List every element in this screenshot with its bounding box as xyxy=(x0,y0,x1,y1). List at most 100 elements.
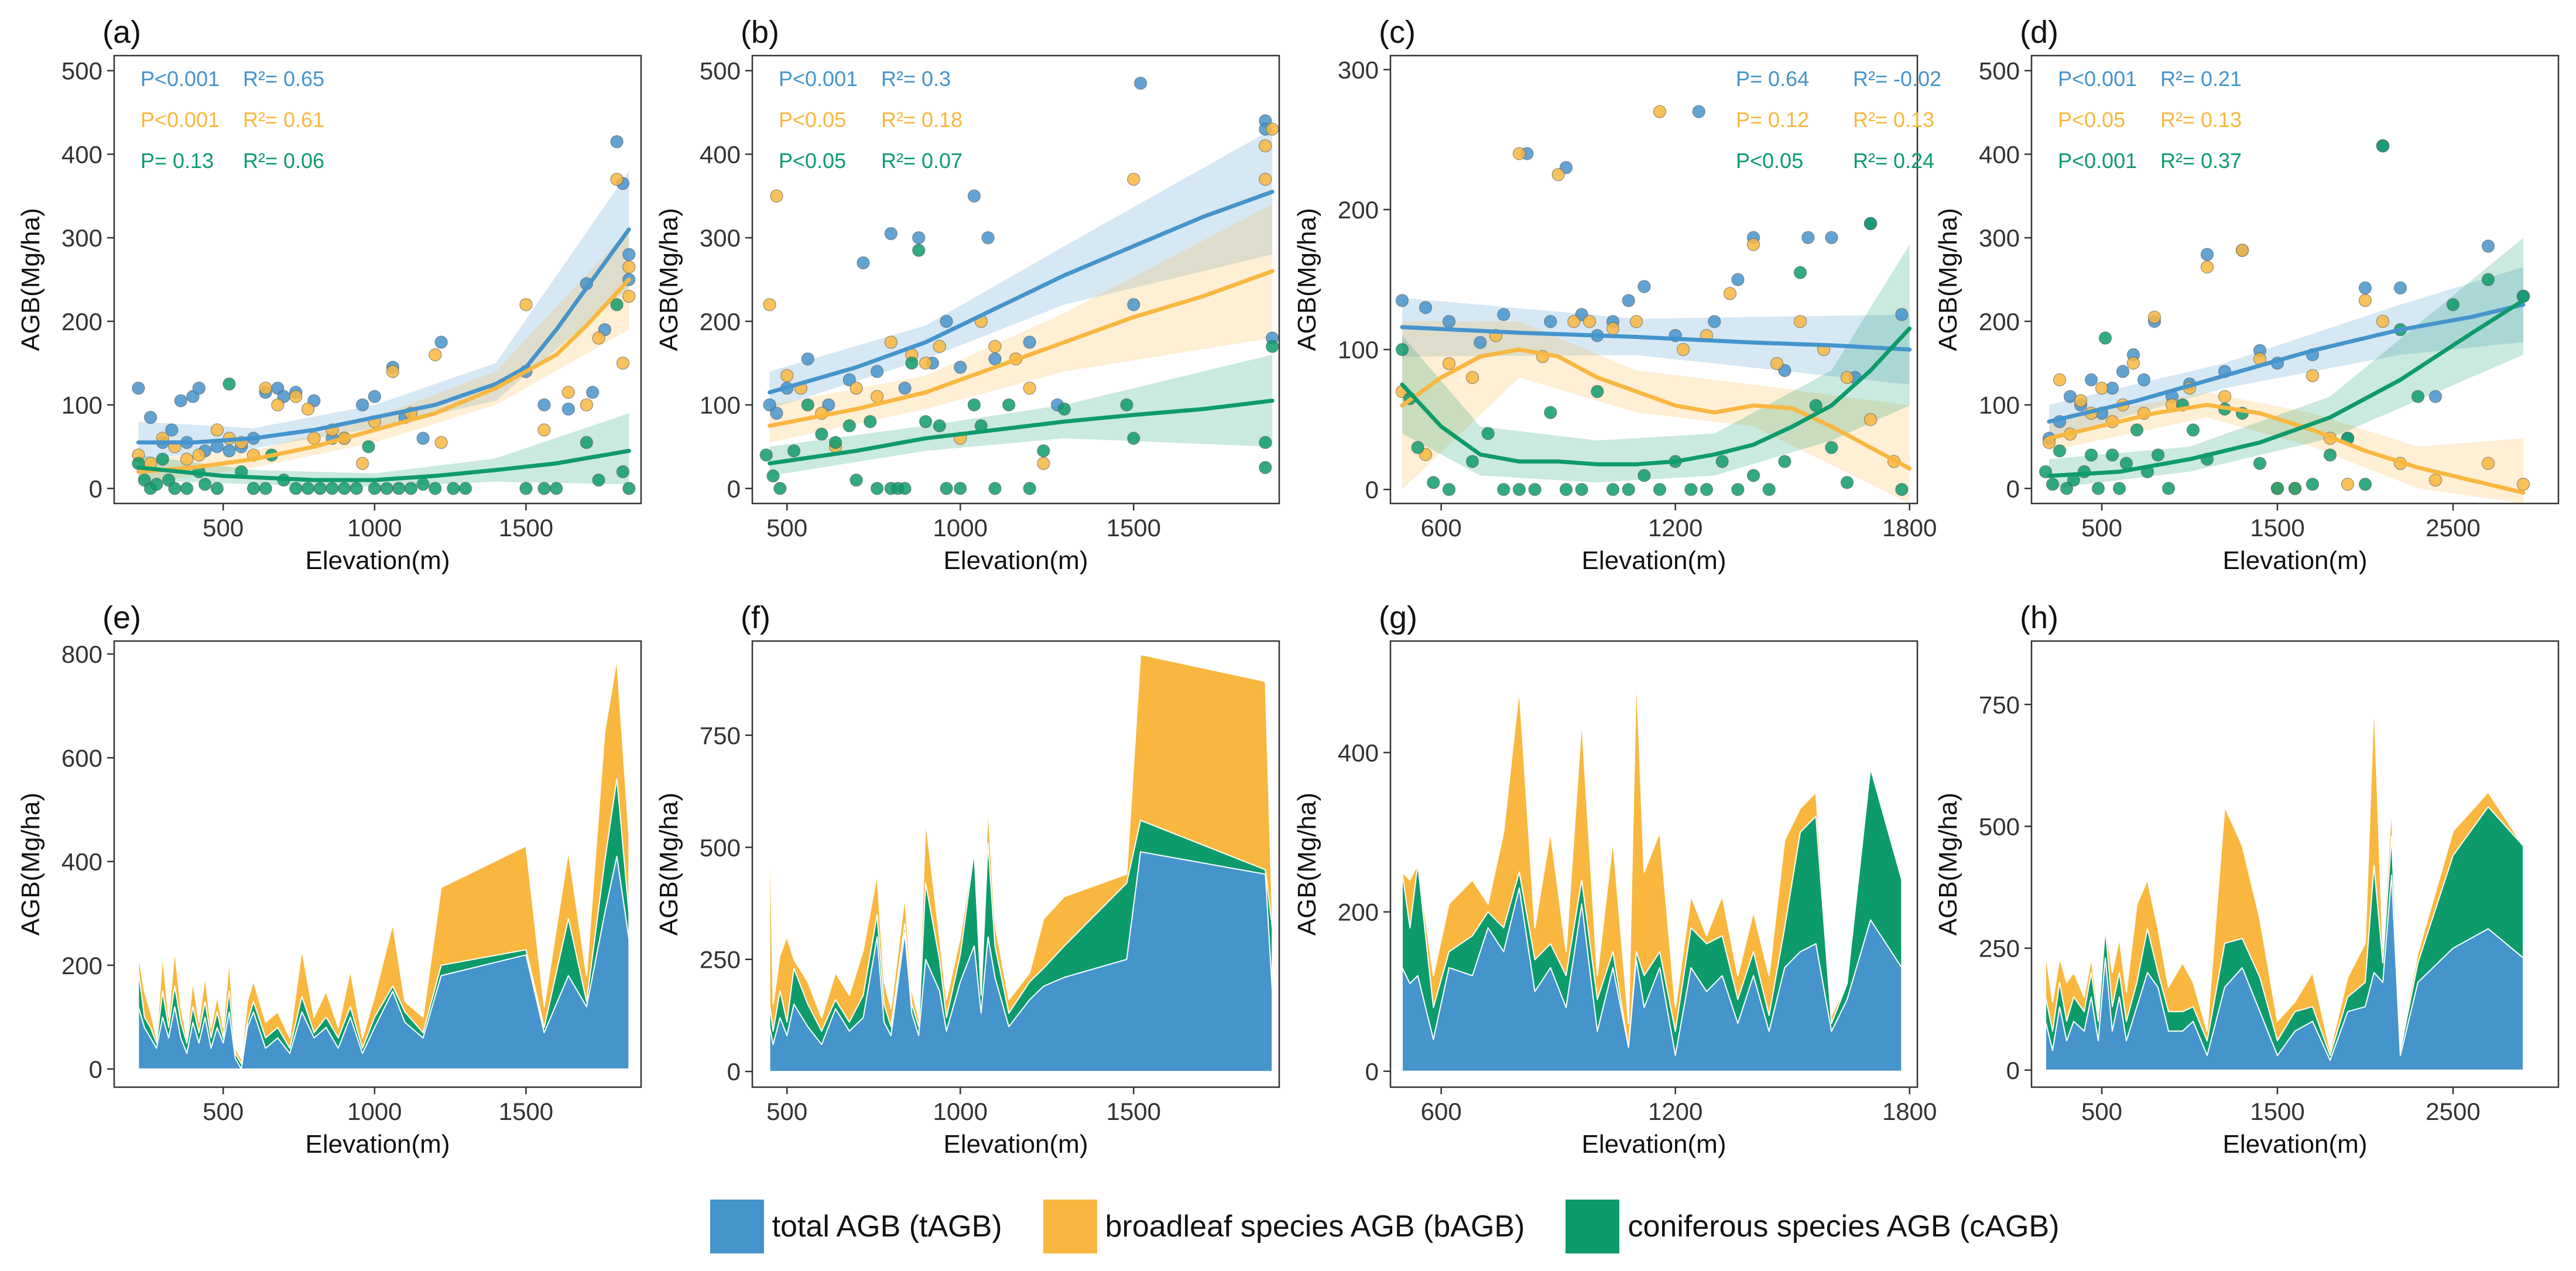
point-broadleaf-17 xyxy=(1770,357,1784,371)
point-total-23 xyxy=(1895,308,1909,321)
stat-r2-coniferous: R²= 0.37 xyxy=(2160,149,2242,173)
point-coniferous-8 xyxy=(1512,482,1526,496)
point-broadleaf-20 xyxy=(1840,371,1854,385)
point-broadleaf-16 xyxy=(1746,238,1760,251)
fit-line-broadleaf xyxy=(768,269,1275,428)
point-coniferous-28 xyxy=(2376,139,2390,153)
x-axis-label: Elevation(m) xyxy=(1582,1130,1727,1159)
panel-d: 500 1500 2500 0 100 200 300 400 500 Elevation(m) A… xyxy=(1934,15,2560,575)
point-coniferous-1 xyxy=(766,469,780,483)
point-coniferous-11 xyxy=(1559,482,1573,496)
panel-label: (h) xyxy=(2020,600,2058,635)
point-coniferous-7 xyxy=(180,482,194,495)
point-coniferous-1 xyxy=(2046,477,2060,491)
point-total-6 xyxy=(1544,314,1557,328)
area-coniferous xyxy=(2045,806,2524,1071)
x-axis-label: Elevation(m) xyxy=(2223,546,2368,575)
y-tick-label: 400 xyxy=(61,848,102,876)
point-broadleaf-13 xyxy=(301,402,315,416)
y-tick-label: 250 xyxy=(700,946,741,974)
fit-line-broadleaf xyxy=(1400,347,1912,471)
point-coniferous-32 xyxy=(519,482,533,495)
point-total-1 xyxy=(1419,301,1433,314)
stat-r2-coniferous: R²= 0.07 xyxy=(881,149,962,173)
point-coniferous-12 xyxy=(2130,423,2144,437)
point-broadleaf-1 xyxy=(770,189,783,203)
point-total-21 xyxy=(368,390,382,403)
y-tick-label: 0 xyxy=(2006,1057,2020,1084)
point-broadleaf-10 xyxy=(259,381,272,395)
area-total xyxy=(1402,887,1903,1072)
point-coniferous-33 xyxy=(537,482,551,495)
point-broadleaf-28 xyxy=(610,172,624,186)
point-coniferous-2 xyxy=(773,482,787,495)
stat-p-total: P<0.001 xyxy=(141,67,220,91)
band-coniferous xyxy=(1402,244,1910,483)
point-total-4 xyxy=(174,394,188,407)
point-broadleaf-11 xyxy=(1629,314,1643,328)
point-coniferous-31 xyxy=(458,482,472,495)
point-coniferous-20 xyxy=(1700,482,1714,496)
point-total-16 xyxy=(1731,273,1745,286)
point-broadleaf-23 xyxy=(519,298,533,311)
point-coniferous-26 xyxy=(392,482,406,495)
point-broadleaf-10 xyxy=(1606,321,1620,335)
area-total xyxy=(138,855,630,1070)
point-broadleaf-27 xyxy=(592,331,605,345)
y-tick-label: 750 xyxy=(700,722,741,749)
x-tick-label: 1500 xyxy=(499,1098,553,1125)
point-coniferous-6 xyxy=(828,436,842,450)
point-coniferous-6 xyxy=(2084,448,2098,462)
point-coniferous-21 xyxy=(1715,455,1729,468)
point-coniferous-34 xyxy=(549,482,563,495)
y-tick-label: 300 xyxy=(61,224,102,252)
point-total-3 xyxy=(801,352,814,366)
y-axis-label: AGB(Mg/ha) xyxy=(655,208,683,351)
y-tick-label: 100 xyxy=(61,392,102,419)
plot-area xyxy=(138,659,630,1070)
y-axis-label: AGB(Mg/ha) xyxy=(16,208,45,351)
fit-line-total xyxy=(768,190,1275,395)
point-broadleaf-13 xyxy=(2200,260,2214,274)
point-total-1 xyxy=(143,410,157,424)
legend-label-coniferous: coniferous species AGB (cAGB) xyxy=(1628,1210,2060,1243)
point-broadleaf-0 xyxy=(763,298,776,311)
panel-a: 500 1000 1500 0 100 200 300 400 500 Elevation(m) A… xyxy=(16,15,642,575)
y-tick-label: 100 xyxy=(700,392,741,419)
panel-f: 500 1000 1500 0 250 500 750 Elevation(m) AGB(Mg/… xyxy=(655,600,1280,1159)
point-broadleaf-11 xyxy=(271,398,285,412)
point-coniferous-28 xyxy=(1825,441,1838,454)
point-coniferous-8 xyxy=(849,473,863,487)
point-coniferous-3 xyxy=(150,477,163,491)
point-broadleaf-17 xyxy=(355,457,369,470)
point-broadleaf-7 xyxy=(1551,167,1565,181)
panel-frame xyxy=(113,54,642,505)
point-total-10 xyxy=(222,444,236,458)
point-coniferous-5 xyxy=(815,427,828,441)
point-broadleaf-14 xyxy=(307,431,321,445)
point-broadleaf-8 xyxy=(2126,356,2140,370)
y-tick-label: 750 xyxy=(1979,691,2020,718)
point-total-10 xyxy=(912,231,926,245)
panel-b: 500 1000 1500 0 100 200 300 400 500 Elevation(m) A… xyxy=(655,15,1280,575)
point-broadleaf-9 xyxy=(1582,314,1597,328)
y-axis-label: AGB(Mg/ha) xyxy=(1934,208,1962,351)
panel-frame xyxy=(113,640,642,1088)
x-tick-label: 500 xyxy=(203,1098,244,1125)
point-coniferous-22 xyxy=(1731,482,1745,496)
fit-line-total xyxy=(136,227,631,445)
point-total-34 xyxy=(622,248,636,261)
point-coniferous-10 xyxy=(210,482,224,495)
x-tick-label: 500 xyxy=(766,1098,807,1125)
panel-frame xyxy=(751,54,1280,505)
legend: total AGB (tAGB) broadleaf species AGB (… xyxy=(644,1197,2166,1256)
point-coniferous-26 xyxy=(1793,266,1807,279)
x-tick-label: 600 xyxy=(1421,1098,1462,1125)
legend-label-total: total AGB (tAGB) xyxy=(772,1210,1002,1243)
point-coniferous-4 xyxy=(801,398,814,412)
y-tick-label: 500 xyxy=(700,834,741,861)
point-broadleaf-16 xyxy=(1023,381,1036,395)
panel-e: 500 1000 1500 0 200 400 600 800 Elevation(m) AGB(… xyxy=(16,600,642,1159)
x-tick-label: 2500 xyxy=(2426,514,2480,542)
